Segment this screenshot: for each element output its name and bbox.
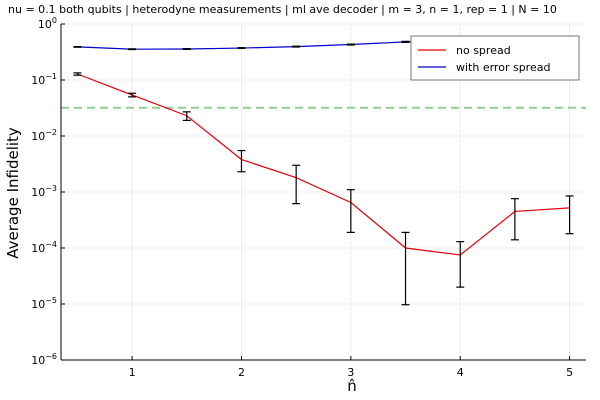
- y-tick-label-4: 10−2: [31, 128, 57, 143]
- errorbar-with-error-spread-3: [237, 47, 246, 50]
- errorbar-no-spread-9: [565, 195, 574, 235]
- errorbar-with-error-spread-5: [346, 43, 355, 46]
- series-line-no-spread: [77, 73, 570, 256]
- errorbar-no-spread-1: [128, 92, 137, 98]
- errorbar-no-spread-7: [456, 241, 465, 288]
- x-tick-label-3: 4: [457, 366, 464, 379]
- y-tick-label-5: 10−1: [31, 72, 57, 87]
- legend-box: [410, 35, 580, 81]
- errorbar-no-spread-5: [346, 189, 355, 233]
- errorbar-with-error-spread-0: [73, 45, 82, 48]
- errorbar-with-error-spread-4: [292, 45, 301, 48]
- errorbar-with-error-spread-6: [401, 40, 410, 43]
- errorbar-no-spread-6: [401, 231, 410, 306]
- series-layer: [73, 38, 574, 306]
- y-tick-label-3: 10−3: [31, 184, 57, 199]
- y-axis-label: Average Infidelity: [4, 127, 22, 259]
- legend: no spread with error spread: [410, 35, 580, 81]
- errorbar-no-spread-2: [182, 111, 191, 121]
- errorbar-with-error-spread-2: [182, 47, 191, 50]
- y-tick-label-1: 10−5: [31, 296, 57, 311]
- legend-label-no-spread: no spread: [456, 44, 511, 57]
- tick-labels: 1 2 3 4 5 10−6 10−5 10−4 10−3 10−2 10−1 100: [31, 16, 573, 379]
- errorbar-with-error-spread-1: [128, 48, 137, 51]
- x-tick-label-2: 3: [347, 366, 354, 379]
- x-tick-label-1: 2: [238, 366, 245, 379]
- chart-title: nu = 0.1 both qubits | heterodyne measur…: [8, 3, 557, 16]
- x-axis-label: n̂: [347, 377, 357, 395]
- x-tick-label-4: 5: [566, 366, 573, 379]
- errorbar-no-spread-4: [292, 164, 301, 205]
- y-tick-label-0: 10−6: [31, 352, 57, 367]
- errorbar-no-spread-0: [73, 72, 82, 76]
- errorbar-no-spread-8: [510, 198, 519, 241]
- legend-label-with-error-spread: with error spread: [456, 61, 550, 74]
- y-tick-label-2: 10−4: [31, 240, 57, 255]
- x-tick-label-0: 1: [129, 366, 136, 379]
- y-tick-label-6: 100: [38, 16, 57, 31]
- errorbar-no-spread-3: [237, 149, 246, 173]
